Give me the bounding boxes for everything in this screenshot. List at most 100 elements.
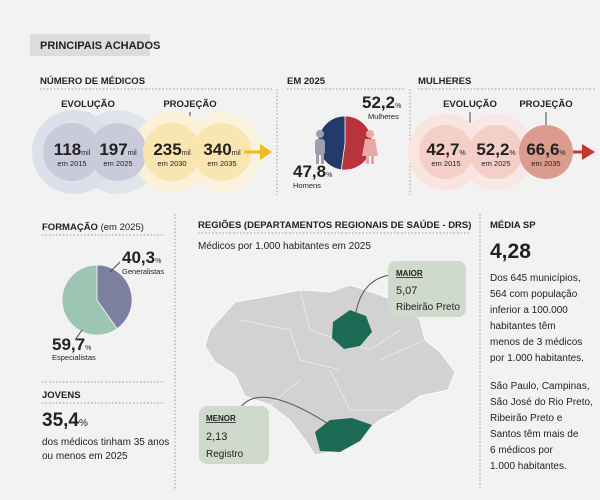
pie-slice: [61, 264, 118, 336]
text-line: 6 médicos por: [490, 445, 553, 456]
text-line: Ribeirão Preto e: [490, 413, 563, 424]
value: 4,28: [490, 240, 531, 263]
label: EVOLUÇÃO: [61, 99, 115, 110]
text-part: mil: [128, 150, 137, 157]
callout-name: Ribeirão Preto: [396, 302, 460, 313]
year: em 2035: [207, 159, 236, 168]
text-line: 564 com população: [490, 289, 578, 300]
leader: [354, 274, 391, 319]
circle: [89, 123, 147, 181]
arrow-head: [260, 144, 272, 160]
year: em 2025: [103, 159, 132, 168]
year: em 2030: [157, 159, 186, 168]
text-line: inferior a 100.000: [490, 305, 568, 316]
text-part: %: [509, 150, 515, 157]
value: 42,7%: [426, 140, 465, 159]
text-line: por 1.000 habitantes.: [490, 353, 584, 364]
header-tab: [30, 34, 150, 56]
header-title: PRINCIPAIS ACHADOS: [40, 40, 160, 52]
label: PROJEÇÃO: [163, 99, 216, 110]
year: em 2035: [531, 159, 560, 168]
text-line: menos de 3 médicos: [490, 337, 582, 348]
arrow-head: [582, 144, 595, 160]
pie: [317, 115, 373, 171]
value: 52,2%: [476, 140, 515, 159]
text-line: São José do Rio Preto,: [490, 397, 593, 408]
text-line: São Paulo, Campinas,: [490, 381, 590, 392]
value: 235mil: [153, 140, 191, 159]
section-title: MULHERES: [418, 76, 471, 87]
separator: [42, 381, 165, 404]
label: EVOLUÇÃO: [443, 99, 497, 110]
circle: [143, 123, 201, 181]
pct-name: Especialistas: [52, 353, 96, 362]
pct-label: 35,4%: [42, 410, 88, 431]
paragraphs: Dos 645 municípios, 564 com população infe…: [490, 273, 593, 472]
pct-label: 40,3%: [122, 248, 161, 267]
section-title: REGIÕES (DEPARTAMENTOS REGIONAIS DE SAÚD…: [198, 219, 471, 231]
section-title: MÉDIA SP: [490, 220, 536, 231]
subtitle: Médicos por 1.000 habitantes em 2025: [198, 241, 371, 252]
region-maior: [332, 310, 372, 349]
text-part: 235: [153, 140, 181, 159]
pie-slice: [96, 264, 133, 330]
text-part: 197: [99, 140, 127, 159]
callout-label: MAIOR: [396, 269, 423, 278]
text-part: 340: [203, 140, 231, 159]
pie: [61, 264, 133, 336]
text-part: mil: [182, 150, 191, 157]
text-part: 118: [54, 140, 81, 159]
pct-name: Mulheres: [368, 112, 399, 121]
text-part: %: [559, 150, 565, 157]
value: 118mil: [54, 140, 91, 159]
pct-name: Homens: [293, 181, 321, 190]
leader: [74, 329, 83, 341]
year: em 2015: [57, 159, 86, 168]
text-part: mil: [232, 150, 241, 157]
section-title: JOVENS: [42, 390, 81, 401]
pct-label: 59,7%: [52, 335, 91, 354]
value: 66,6%: [526, 140, 565, 159]
leader: [109, 261, 121, 273]
text-line: Santos têm mais de: [490, 429, 579, 440]
leader: [239, 396, 331, 426]
text-part: 66,6: [526, 140, 559, 159]
circle: [193, 123, 251, 181]
region-menor: [315, 418, 372, 452]
section-title: EM 2025: [287, 76, 326, 87]
text-part: 42,7: [426, 140, 459, 159]
callout-value: 5,07: [396, 285, 417, 297]
separator: [42, 214, 481, 490]
label: PROJEÇÃO: [519, 99, 572, 110]
callout-label: MENOR: [206, 414, 236, 423]
year: em 2015: [431, 159, 460, 168]
circle: [43, 123, 101, 181]
year: em 2025: [481, 159, 510, 168]
separator: [40, 88, 278, 195]
text-part: %: [459, 150, 465, 157]
pct-name: Generalistas: [122, 267, 164, 276]
text-line: Dos 645 municípios,: [490, 273, 581, 284]
man-icon: [315, 130, 325, 164]
section-title: FORMAÇÃO (em 2025): [42, 222, 144, 233]
callout-box: [199, 406, 269, 464]
circle: [519, 125, 573, 179]
text-line: 1.000 habitantes.: [490, 461, 567, 472]
woman-icon: [362, 130, 378, 164]
callout-name: Registro: [206, 449, 244, 460]
value: 197mil: [99, 140, 137, 159]
circle: [419, 125, 473, 179]
text-line: dos médicos tinham 35 anos: [42, 437, 169, 448]
pct-label: 52,2%: [362, 93, 401, 112]
circle: [469, 125, 523, 179]
value: 340mil: [203, 140, 241, 159]
callout-value: 2,13: [206, 431, 227, 443]
text-line: ou menos em 2025: [42, 451, 128, 462]
text-part: 52,2: [476, 140, 509, 159]
text-line: habitantes têm: [490, 321, 556, 332]
pct-label: 47,8%: [293, 162, 332, 181]
callout-box: [388, 261, 466, 317]
